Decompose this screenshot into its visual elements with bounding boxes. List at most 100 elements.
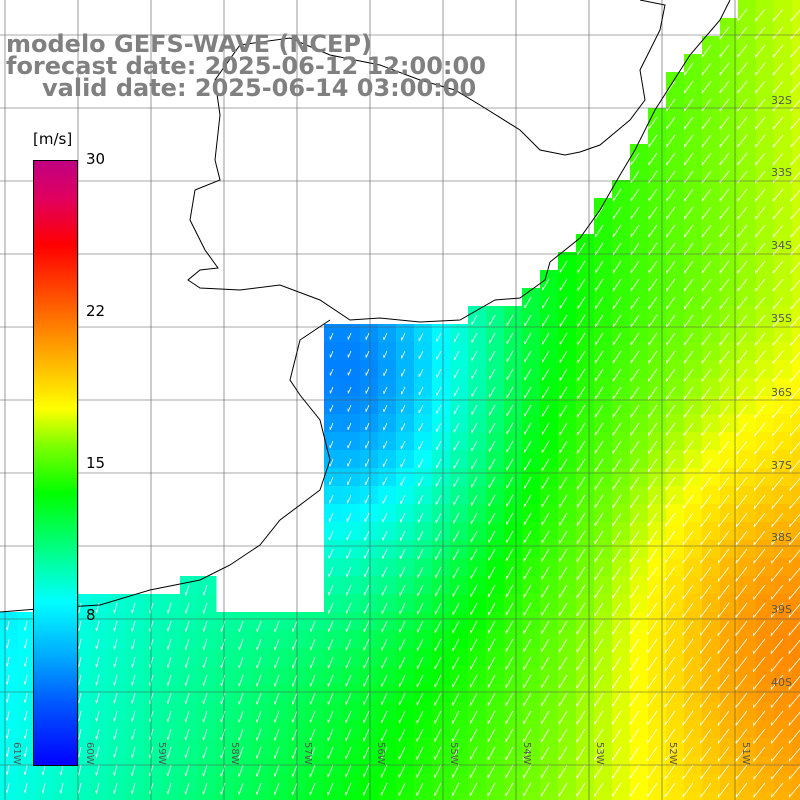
wind-arrow bbox=[523, 512, 532, 526]
wind-arrow-head bbox=[41, 772, 44, 776]
wind-arrow bbox=[24, 782, 28, 794]
wind-arrow bbox=[506, 476, 514, 489]
wind-arrow bbox=[220, 710, 226, 723]
wind-arrow bbox=[735, 584, 748, 600]
wind-arrow bbox=[488, 494, 496, 507]
wind-arrow bbox=[541, 746, 550, 761]
wind-arrow bbox=[488, 458, 496, 470]
wind-arrow bbox=[648, 152, 658, 166]
wind-arrow bbox=[612, 476, 622, 490]
wind-arrow bbox=[648, 206, 658, 220]
wind-arrow bbox=[383, 404, 388, 413]
wind-arrow bbox=[542, 296, 550, 309]
wind-arrow bbox=[274, 782, 280, 795]
wind-speed-cell bbox=[792, 90, 800, 109]
wind-arrow bbox=[684, 224, 694, 238]
wind-speed-cell bbox=[792, 558, 800, 577]
wind-speed-cell bbox=[594, 792, 613, 800]
wind-speed-cell bbox=[792, 306, 800, 325]
wind-arrow bbox=[328, 638, 334, 651]
wind-arrow bbox=[736, 440, 748, 455]
wind-arrow bbox=[754, 386, 766, 400]
wind-arrow-head bbox=[771, 505, 773, 509]
wind-arrow-head bbox=[202, 592, 205, 596]
wind-arrow bbox=[365, 404, 370, 412]
wind-arrow bbox=[382, 494, 388, 504]
wind-arrow bbox=[594, 602, 604, 617]
wind-arrow-head bbox=[788, 614, 790, 618]
wind-arrow bbox=[542, 332, 550, 345]
wind-arrow bbox=[454, 386, 460, 397]
wind-speed-cell bbox=[792, 252, 800, 271]
wind-arrow bbox=[220, 764, 226, 777]
wind-arrow bbox=[612, 350, 622, 364]
wind-arrow bbox=[364, 494, 370, 504]
wind-arrow bbox=[665, 422, 676, 436]
wind-arrow bbox=[401, 368, 406, 377]
wind-arrow bbox=[718, 422, 730, 437]
wind-arrow bbox=[577, 458, 586, 472]
wind-arrow bbox=[96, 710, 100, 722]
coastline bbox=[0, 0, 731, 613]
wind-arrow bbox=[523, 530, 532, 544]
wind-speed-cell bbox=[72, 792, 91, 800]
wind-arrow-head bbox=[790, 72, 792, 76]
wind-speed-cell bbox=[432, 792, 451, 800]
wind-arrow bbox=[416, 656, 424, 670]
wind-arrow bbox=[577, 404, 586, 418]
wind-arrow bbox=[256, 782, 262, 795]
wind-arrow bbox=[6, 728, 10, 739]
wind-speed-cell bbox=[792, 270, 800, 289]
wind-arrow-head bbox=[754, 90, 757, 94]
wind-arrow-head bbox=[166, 610, 169, 614]
wind-arrow-head bbox=[790, 342, 792, 346]
wind-arrow bbox=[381, 692, 388, 706]
wind-arrow bbox=[149, 638, 154, 650]
wind-arrow bbox=[167, 620, 172, 632]
wind-arrow bbox=[612, 602, 622, 617]
wind-arrow bbox=[347, 350, 352, 358]
wind-arrow bbox=[612, 206, 622, 220]
wind-arrow bbox=[719, 242, 730, 256]
wind-arrow bbox=[684, 134, 694, 148]
wind-arrow bbox=[771, 782, 784, 798]
wind-arrow bbox=[167, 692, 172, 704]
wind-arrow-head bbox=[148, 700, 151, 704]
wind-arrow bbox=[185, 674, 190, 686]
wind-arrow bbox=[576, 602, 586, 617]
wind-arrow bbox=[666, 242, 676, 256]
wind-arrow bbox=[256, 620, 262, 632]
wind-arrow-head bbox=[753, 596, 755, 600]
wind-arrow bbox=[700, 728, 712, 744]
wind-arrow bbox=[488, 548, 496, 561]
wind-arrow bbox=[630, 224, 640, 238]
wind-arrow bbox=[113, 746, 118, 758]
wind-arrow bbox=[682, 584, 694, 600]
wind-arrow bbox=[487, 692, 496, 706]
wind-arrow-head bbox=[752, 632, 755, 636]
wind-arrow-head bbox=[113, 610, 115, 614]
wind-arrow-head bbox=[770, 614, 773, 618]
wind-arrow bbox=[700, 512, 712, 527]
wind-arrow bbox=[471, 458, 478, 470]
wind-arrow bbox=[274, 692, 280, 705]
wind-arrow bbox=[131, 782, 136, 794]
wind-arrow-head bbox=[113, 718, 115, 722]
wind-arrow bbox=[6, 620, 10, 631]
wind-arrow bbox=[701, 62, 712, 76]
wind-arrow bbox=[737, 62, 748, 76]
wind-arrow bbox=[771, 746, 784, 762]
wind-arrow-head bbox=[790, 108, 792, 112]
wind-arrow bbox=[238, 746, 244, 759]
wind-arrow bbox=[577, 440, 586, 454]
wind-arrow bbox=[629, 584, 640, 599]
wind-arrow-head bbox=[788, 776, 791, 780]
title-line-model: modelo GEFS-WAVE (NCEP) bbox=[6, 30, 372, 58]
wind-arrow bbox=[700, 566, 712, 582]
wind-arrow bbox=[382, 512, 388, 523]
wind-arrow bbox=[771, 548, 784, 564]
wind-arrow bbox=[595, 332, 604, 346]
wind-arrow-head bbox=[238, 683, 240, 687]
lat-label: 37S bbox=[771, 459, 792, 472]
wind-arrow bbox=[612, 314, 622, 328]
